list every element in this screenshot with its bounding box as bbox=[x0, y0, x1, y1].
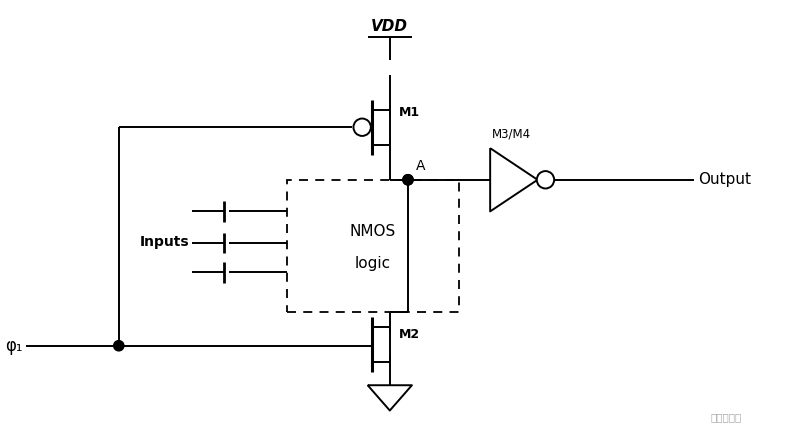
Text: logic: logic bbox=[354, 256, 391, 271]
Circle shape bbox=[537, 171, 554, 188]
Text: Inputs: Inputs bbox=[140, 235, 190, 249]
Circle shape bbox=[403, 175, 413, 185]
Text: NMOS: NMOS bbox=[350, 224, 396, 239]
Text: φ₁: φ₁ bbox=[5, 337, 22, 355]
Text: VDD: VDD bbox=[371, 19, 408, 34]
Circle shape bbox=[354, 118, 371, 136]
Text: 吴说区块链: 吴说区块链 bbox=[710, 413, 742, 423]
Text: M3/M4: M3/M4 bbox=[492, 127, 531, 140]
Text: Output: Output bbox=[698, 172, 751, 187]
Text: M1: M1 bbox=[399, 106, 421, 119]
Text: A: A bbox=[416, 160, 426, 173]
Text: M2: M2 bbox=[399, 328, 421, 340]
Circle shape bbox=[114, 340, 124, 351]
Bar bbox=[287, 180, 458, 312]
Circle shape bbox=[403, 175, 413, 185]
